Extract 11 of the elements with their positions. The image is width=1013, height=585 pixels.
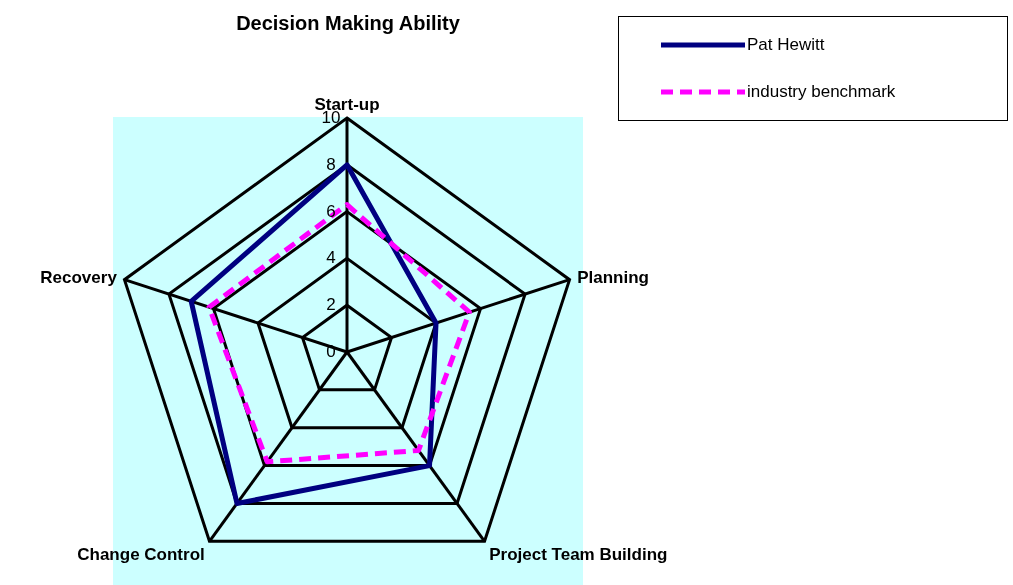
spoke-label: Project Team Building — [489, 544, 668, 564]
spoke-label: Start-up — [314, 95, 380, 114]
y-tick-label: 2 — [326, 295, 336, 315]
y-tick-label: 8 — [326, 154, 336, 174]
y-tick-label: 4 — [326, 248, 336, 268]
legend-label: industry benchmark — [747, 82, 896, 102]
legend-label: Pat Hewitt — [747, 35, 825, 55]
spoke-label: Recovery — [40, 268, 118, 288]
chart-title: Decision Making Ability — [235, 12, 461, 35]
spoke-label: Change Control — [77, 544, 205, 564]
spoke-label: Planning — [577, 268, 649, 288]
